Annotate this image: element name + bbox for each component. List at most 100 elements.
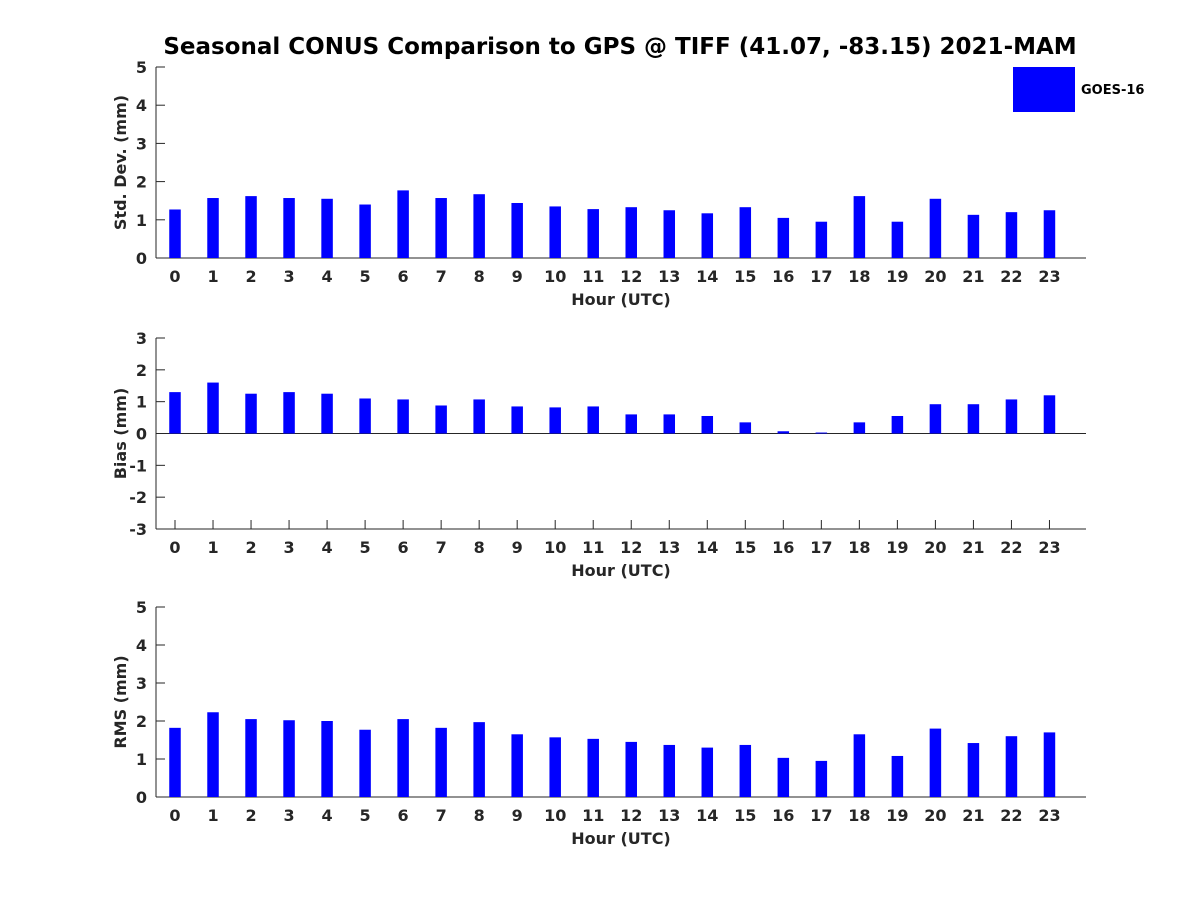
chart-title: Seasonal CONUS Comparison to GPS @ TIFF … — [163, 34, 1076, 60]
stddev-x-tick-label: 10 — [544, 267, 566, 286]
stddev-bar-11 — [587, 209, 599, 258]
stddev-x-tick-label: 3 — [283, 267, 294, 286]
rms-bar-6 — [397, 719, 409, 797]
bias-bar-17 — [815, 432, 828, 434]
rms-x-axis-label: Hour (UTC) — [571, 829, 671, 848]
rms-x-tick-label: 3 — [283, 806, 294, 825]
rms-x-tick-label: 11 — [582, 806, 604, 825]
stddev-x-tick-label: 15 — [734, 267, 756, 286]
bias-y-axis-label: Bias (mm) — [111, 388, 130, 480]
rms-bar-12 — [625, 741, 637, 797]
bias-x-tick-label: 13 — [658, 538, 680, 557]
bias-bar-12 — [625, 414, 637, 434]
stddev-x-tick-label: 22 — [1000, 267, 1022, 286]
stddev-x-tick-label: 14 — [696, 267, 718, 286]
rms-bar-15 — [739, 744, 752, 797]
rms-x-tick-label: 6 — [398, 806, 409, 825]
rms-bar-2 — [245, 719, 257, 797]
bias-y-tick-label: 0 — [136, 425, 147, 444]
bias-bar-2 — [245, 393, 257, 434]
rms-x-tick-label: 8 — [474, 806, 485, 825]
stddev-x-tick-label: 16 — [772, 267, 794, 286]
rms-x-tick-label: 7 — [436, 806, 447, 825]
stddev-bar-15 — [739, 207, 752, 258]
bias-bar-18 — [853, 422, 866, 434]
bias-bar-10 — [549, 407, 561, 434]
bias-bar-0 — [169, 392, 181, 434]
legend: GOES-16 — [1013, 67, 1144, 112]
stddev-bar-10 — [549, 206, 561, 258]
rms-bar-1 — [207, 712, 219, 797]
bias-bar-23 — [1043, 395, 1056, 434]
rms-x-tick-label: 20 — [924, 806, 946, 825]
stddev-x-tick-label: 9 — [512, 267, 523, 286]
stddev-x-tick-label: 12 — [620, 267, 642, 286]
stddev-bar-16 — [777, 217, 790, 258]
rms-bar-3 — [283, 720, 295, 797]
stddev-bar-23 — [1043, 210, 1056, 258]
stddev-x-axis-label: Hour (UTC) — [571, 290, 671, 309]
bias-x-tick-label: 18 — [848, 538, 870, 557]
bias-x-tick-label: 4 — [322, 538, 333, 557]
rms-x-tick-label: 16 — [772, 806, 794, 825]
bias-x-axis-label: Hour (UTC) — [571, 561, 671, 580]
bias-x-tick-label: 20 — [924, 538, 946, 557]
rms-x-tick-label: 15 — [734, 806, 756, 825]
bias-bar-21 — [967, 404, 980, 434]
stddev-y-tick-label: 4 — [136, 96, 147, 115]
bias-bar-7 — [435, 405, 447, 434]
bias-x-tick-label: 6 — [398, 538, 409, 557]
bias-bar-13 — [663, 414, 676, 434]
bias-bar-3 — [283, 392, 295, 434]
rms-x-tick-label: 19 — [886, 806, 908, 825]
rms-bar-0 — [169, 727, 181, 797]
rms-bar-8 — [473, 722, 485, 797]
stddev-bar-21 — [967, 214, 980, 258]
bias-x-tick-label: 5 — [360, 538, 371, 557]
bias-bar-15 — [739, 422, 752, 434]
bias-x-tick-label: 3 — [283, 538, 294, 557]
rms-x-tick-label: 5 — [360, 806, 371, 825]
bias-x-tick-label: 2 — [245, 538, 256, 557]
rms-bar-19 — [891, 755, 904, 797]
rms-bar-11 — [587, 738, 599, 797]
bias-bar-19 — [891, 415, 904, 434]
stddev-y-tick-label: 3 — [136, 134, 147, 153]
bias-y-tick-label: -1 — [129, 456, 147, 475]
bias-x-tick-label: 9 — [512, 538, 523, 557]
stddev-x-tick-label: 0 — [169, 267, 180, 286]
stddev-bar-13 — [663, 210, 676, 258]
rms-x-tick-label: 13 — [658, 806, 680, 825]
bias-bar-4 — [321, 393, 333, 434]
rms-x-tick-label: 14 — [696, 806, 718, 825]
rms-bar-20 — [929, 728, 942, 797]
stddev-y-tick-label: 1 — [136, 211, 147, 230]
stddev-x-tick-label: 19 — [886, 267, 908, 286]
bias-bar-20 — [929, 404, 942, 434]
stddev-bar-5 — [359, 204, 371, 258]
rms-x-tick-label: 2 — [245, 806, 256, 825]
stddev-x-tick-label: 18 — [848, 267, 870, 286]
bias-bar-22 — [1005, 399, 1018, 434]
bias-x-tick-label: 8 — [474, 538, 485, 557]
stddev-bar-9 — [511, 202, 523, 258]
rms-x-tick-label: 12 — [620, 806, 642, 825]
bias-bar-5 — [359, 398, 371, 434]
rms-bar-13 — [663, 744, 676, 797]
stddev-bar-20 — [929, 198, 942, 258]
stddev-x-tick-label: 20 — [924, 267, 946, 286]
rms-bar-17 — [815, 760, 828, 797]
bias-bar-6 — [397, 399, 409, 434]
rms-bar-23 — [1043, 732, 1056, 797]
rms-y-tick-label: 3 — [136, 674, 147, 693]
stddev-x-tick-label: 1 — [207, 267, 218, 286]
stddev-x-tick-label: 2 — [245, 267, 256, 286]
bias-bar-1 — [207, 382, 219, 434]
stddev-bar-19 — [891, 221, 904, 258]
rms-bar-18 — [853, 734, 866, 797]
rms-x-tick-label: 23 — [1038, 806, 1060, 825]
